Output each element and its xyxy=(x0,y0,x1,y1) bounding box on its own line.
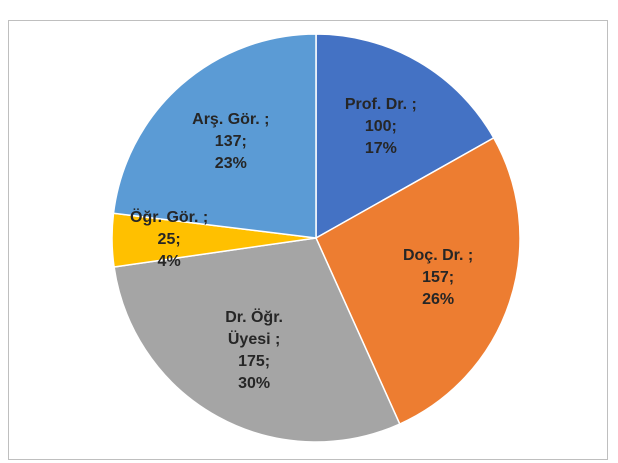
label-category: Arş. Gör. ; xyxy=(192,110,270,128)
label-percent: 26% xyxy=(422,291,455,309)
label-category: Prof. Dr. ; xyxy=(344,96,417,114)
data-label: Dr. Öğr. Üyesi ; 175; 30% xyxy=(204,307,304,395)
data-label: Doç. Dr. ; 157; 26% xyxy=(403,245,473,311)
label-value: 25; xyxy=(157,230,181,248)
data-label: Prof. Dr. ; 100; 17% xyxy=(345,94,417,160)
label-category: Öğr. Gör. ; xyxy=(130,208,209,226)
label-percent: 23% xyxy=(214,154,247,172)
pie-slice xyxy=(315,136,521,426)
chart-frame xyxy=(8,20,608,460)
pie-slice xyxy=(315,33,495,240)
pie-slice xyxy=(112,33,317,239)
pie-slice xyxy=(113,237,401,443)
data-label: Arş. Gör. ; 137; 23% xyxy=(192,109,269,175)
label-value: 157; xyxy=(422,269,455,287)
label-value: 100; xyxy=(364,118,397,136)
label-value: 137; xyxy=(214,132,247,150)
label-percent: 4% xyxy=(157,252,181,270)
data-label: Öğr. Gör. ; 25; 4% xyxy=(130,207,208,273)
label-category: Doç. Dr. ; xyxy=(402,247,474,265)
label-category: Dr. Öğr. Üyesi ; xyxy=(225,308,283,348)
label-percent: 30% xyxy=(238,374,271,392)
label-value: 175; xyxy=(238,352,271,370)
label-percent: 17% xyxy=(364,140,397,158)
